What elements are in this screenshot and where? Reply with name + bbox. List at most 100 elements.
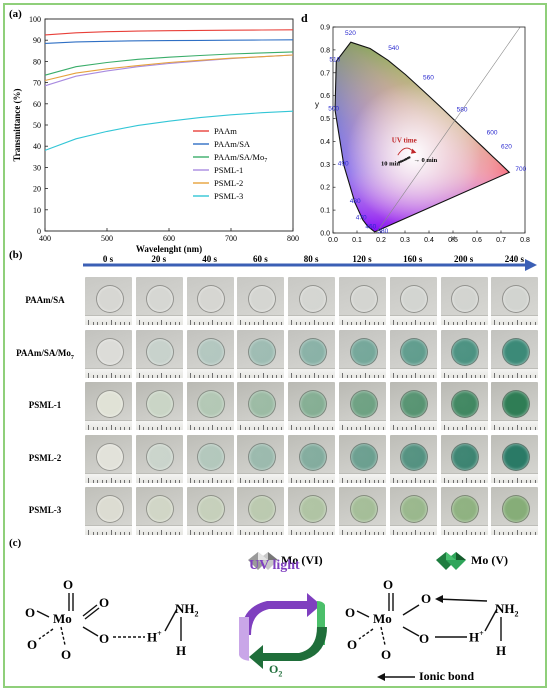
x-axis-label: x (451, 234, 455, 243)
sample-photo (288, 382, 336, 430)
ruler (135, 525, 183, 535)
hydrogel-disc (146, 390, 175, 418)
legend-entry: PSML-1 (214, 165, 243, 175)
sample-photo (237, 277, 285, 325)
x-tick-label: 600 (163, 234, 175, 243)
wavelength-label: 540 (388, 45, 399, 52)
hydrogel-disc (197, 285, 226, 313)
hydrogel-disc (95, 285, 124, 313)
sample-photo (389, 487, 437, 535)
y-tick-label: 0.0 (320, 231, 330, 238)
hydrogel-disc (146, 285, 175, 313)
ruler (186, 315, 234, 325)
y-tick-label: 0.8 (320, 47, 330, 54)
x-tick-label: 0.4 (424, 237, 434, 244)
sample-photo (288, 487, 336, 535)
y-tick-label: 60 (33, 100, 41, 109)
y-tick-label: 0.7 (320, 70, 330, 77)
y-tick-label: 40 (33, 142, 41, 151)
color-coordinate-point (398, 161, 401, 164)
ruler (389, 315, 437, 325)
time-arrow (83, 259, 537, 271)
hydrogel-disc (400, 285, 429, 313)
sample-photo (389, 329, 437, 378)
ruler (237, 420, 285, 430)
sample-photo (135, 329, 183, 378)
atom-o-bridge-right: O (419, 631, 430, 646)
sample-photo (491, 277, 539, 325)
hydrogel-disc (501, 390, 530, 418)
legend-entry: PSML-2 (214, 178, 243, 188)
sample-photo (440, 487, 488, 535)
atom-mo-left: Mo (53, 611, 72, 626)
hydrogel-disc (95, 495, 124, 523)
sample-photo (491, 487, 539, 535)
hydrogel-disc (451, 285, 480, 313)
wavelength-label: 490 (338, 160, 349, 167)
row-label: PSML-3 (28, 505, 62, 515)
hydrogel-disc (400, 337, 429, 366)
sample-photo (339, 382, 386, 430)
atom-h-left: H (176, 643, 187, 658)
atom-o-lowleft-left: O (27, 637, 38, 652)
color-coordinate-point (403, 158, 406, 162)
wavelength-label: 380 (377, 228, 388, 235)
legend-entry: PSML-3 (214, 191, 243, 201)
wavelength-label: 580 (457, 107, 468, 114)
sample-photo (440, 434, 488, 483)
uv-time-label: UV time (392, 137, 417, 145)
cie-chromaticity-chart: 0.0 0.1 0.2 0.3 0.4 0.5 0.6 0.7 0.8 0.0 0.1 0.2 0.3 0… (315, 25, 530, 245)
annotation-end-label: 10 min (381, 160, 400, 167)
sample-photo (186, 277, 234, 325)
atom-o-bridge-left: O (99, 631, 110, 646)
hydrogel-disc (298, 285, 327, 313)
hydrogel-disc (400, 442, 429, 471)
sample-photo (288, 277, 336, 325)
hydrogel-disc (197, 442, 226, 471)
y-tick-label: 0 (37, 227, 41, 236)
sample-photo (288, 329, 336, 378)
hydrogel-disc (451, 442, 480, 471)
hydrogel-disc (197, 495, 226, 523)
ruler (339, 315, 386, 325)
hydrogel-disc (349, 495, 378, 523)
mo6-label: Mo (VI) (281, 553, 323, 567)
sample-photo (237, 487, 285, 535)
ionic-bond-label: Ionic bond (419, 669, 475, 683)
series-line-5 (44, 110, 294, 151)
atom-nh2-right: NH2 (495, 601, 519, 619)
sample-photo (85, 434, 132, 483)
series-line-0 (44, 29, 294, 36)
hydrogel-disc (451, 495, 480, 523)
sample-photo (237, 434, 285, 483)
hydrogel-disc (349, 337, 378, 366)
y-axis-label: y (315, 100, 319, 109)
ruler (491, 525, 539, 535)
sample-photo (389, 277, 437, 325)
y-tick-label: 0.9 (320, 25, 330, 32)
x-tick-label: 0.8 (520, 237, 530, 244)
row-label: PAAm/SA (25, 295, 65, 305)
hydrogel-disc (146, 495, 175, 523)
ruler (237, 472, 285, 483)
row-label: PSML-2 (28, 452, 62, 463)
panel-b-label: (b) (9, 249, 23, 261)
atom-o-top-left: O (63, 577, 74, 592)
ruler (339, 367, 386, 378)
atom-o-right-left: O (99, 595, 110, 610)
ruler (186, 420, 234, 430)
ruler (288, 367, 336, 378)
time-label: 200 s (453, 254, 474, 264)
mechanism-bonds (36, 552, 502, 681)
ruler (288, 420, 336, 430)
y-tick-label: 80 (33, 57, 41, 66)
atom-hplus-right: H+ (469, 629, 484, 645)
x-tick-label: 800 (287, 234, 299, 243)
sample-photo (339, 487, 386, 535)
wavelength-label: 510 (329, 56, 340, 63)
sample-photo (237, 382, 285, 430)
wavelength-label: 480 (350, 198, 361, 205)
atom-nh2-left: NH2 (175, 601, 199, 619)
hydrogel-disc (298, 495, 327, 523)
uv-light-label: UV light (249, 558, 300, 573)
